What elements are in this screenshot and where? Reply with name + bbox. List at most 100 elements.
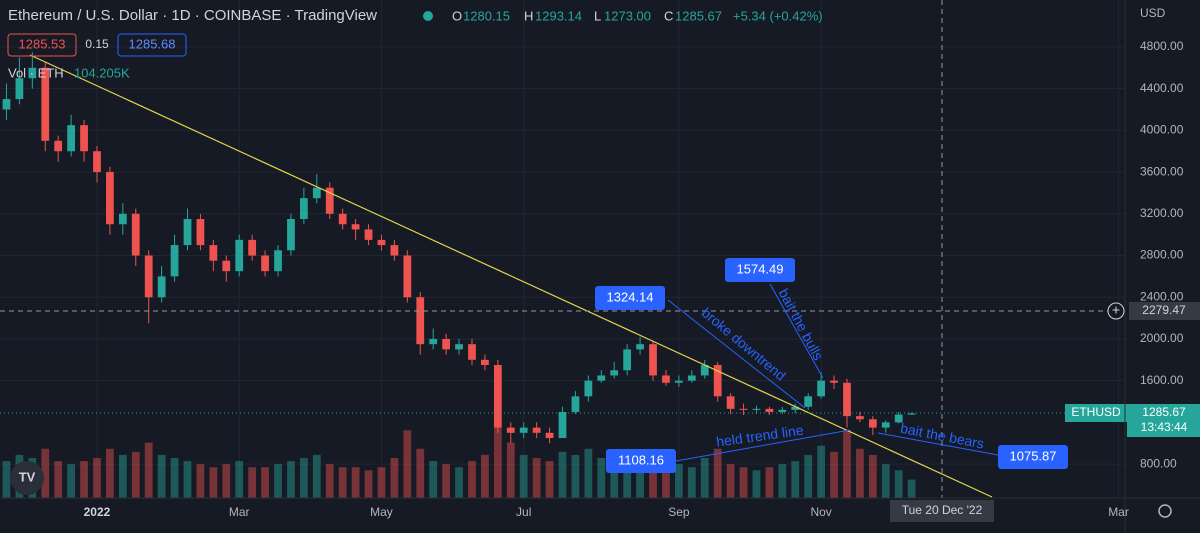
volume-bar [907, 479, 916, 498]
candle-body [700, 365, 709, 376]
candle-body [196, 219, 205, 246]
candle-body [843, 382, 851, 417]
volume-bar [338, 467, 347, 498]
candle-body [881, 422, 890, 428]
symbol: ETHUSD [1071, 405, 1121, 419]
candle-body [416, 297, 425, 345]
time-axis-labels: 2022 Mar May Jul Sep Nov Mar [84, 505, 1129, 519]
volume-bar [636, 458, 644, 498]
volume-bar [248, 467, 257, 498]
volume-bar [856, 448, 864, 498]
y-tick-label: 1600.00 [1140, 373, 1184, 387]
settings-button[interactable] [1158, 504, 1172, 518]
candle-body [274, 250, 282, 272]
candle-body [687, 375, 696, 381]
candle-body [235, 239, 244, 272]
volume-bar [545, 461, 554, 498]
add-button[interactable] [1107, 302, 1125, 320]
volume-bar [571, 454, 580, 498]
candle-body [907, 413, 916, 415]
candle-body [144, 255, 153, 298]
x-tick-label: May [370, 505, 393, 519]
l-label: L [594, 8, 601, 23]
candle-body [287, 219, 295, 251]
candle-body [532, 427, 541, 433]
candle-body [493, 365, 502, 428]
c-value: 1285.67 [675, 8, 722, 23]
volume-bar [791, 461, 800, 498]
candle-body [54, 140, 63, 152]
symbol-box [1065, 404, 1127, 422]
candle-body [506, 427, 515, 433]
c-label: C [664, 8, 673, 23]
price-note: 1075.87 [1010, 448, 1057, 463]
y-tick-label: 3200.00 [1140, 206, 1184, 220]
crosshair-price: 2279.47 [1142, 303, 1186, 317]
candle-body [545, 432, 554, 439]
volume-label: Vol · ETH [8, 65, 64, 80]
candle-body [739, 408, 748, 410]
candle-body [662, 375, 670, 383]
volume-bar [519, 454, 528, 498]
candle-body [325, 187, 334, 214]
candle-body [817, 380, 825, 397]
price-axis [1125, 0, 1200, 533]
candle-body [15, 78, 24, 100]
volume-bar [442, 464, 450, 498]
volume-bar [894, 470, 903, 498]
o-value: 1280.15 [463, 8, 510, 23]
x-tick-label: Jul [516, 505, 531, 519]
sell-button[interactable] [7, 33, 77, 57]
volume-bar [506, 442, 515, 498]
candle-body [649, 344, 657, 376]
candle-body [675, 380, 683, 383]
candle-body [623, 349, 632, 371]
buy-button[interactable] [117, 33, 187, 57]
candle-body [351, 224, 360, 230]
volume-bar [80, 461, 88, 498]
candle-body [131, 213, 140, 256]
y-tick-label: 4000.00 [1140, 123, 1184, 137]
volume-bar [481, 454, 489, 498]
crosshair-date: Tue 20 Dec '22 [902, 503, 983, 517]
candle-body [312, 187, 321, 199]
x-tick-label: Mar [229, 505, 250, 519]
volume-bar [558, 451, 567, 498]
volume-bar [351, 467, 360, 498]
volume-bar [493, 424, 502, 498]
volume-bar [2, 461, 11, 498]
candle-body [209, 245, 218, 261]
volume-bar [713, 448, 722, 498]
volume-bar [455, 467, 463, 498]
volume-bar [532, 458, 541, 498]
add-icon[interactable]: + [1112, 302, 1120, 318]
time-axis [0, 498, 1200, 533]
volume-bar [287, 461, 295, 498]
candle-body [222, 260, 231, 272]
volume-bar [649, 451, 657, 498]
x-tick-label: 2022 [84, 505, 111, 519]
volume-bar [868, 454, 877, 498]
candle-body [67, 125, 75, 152]
candle-body [791, 406, 800, 410]
market-status [423, 11, 433, 21]
volume-bar [804, 454, 813, 498]
candle-body [80, 125, 88, 152]
candle-body [726, 396, 735, 409]
volume-bar [325, 464, 334, 498]
grid [0, 0, 1125, 498]
volume-bar [610, 461, 619, 498]
candle-body [106, 172, 114, 225]
volume-value: 104.205K [74, 65, 130, 80]
candle-body [390, 245, 399, 256]
candle-body [41, 67, 50, 141]
volume-bar [235, 461, 244, 498]
candle-body [856, 416, 864, 420]
sell-price[interactable]: 1285.53 [19, 36, 66, 51]
candle-body [765, 408, 774, 412]
price-note: 1574.49 [737, 261, 784, 276]
candle-body [713, 365, 722, 397]
candle-body [183, 219, 192, 246]
buy-price[interactable]: 1285.68 [129, 36, 176, 51]
title: Ethereum / U.S. Dollar · 1D · COINBASE ·… [8, 7, 377, 24]
